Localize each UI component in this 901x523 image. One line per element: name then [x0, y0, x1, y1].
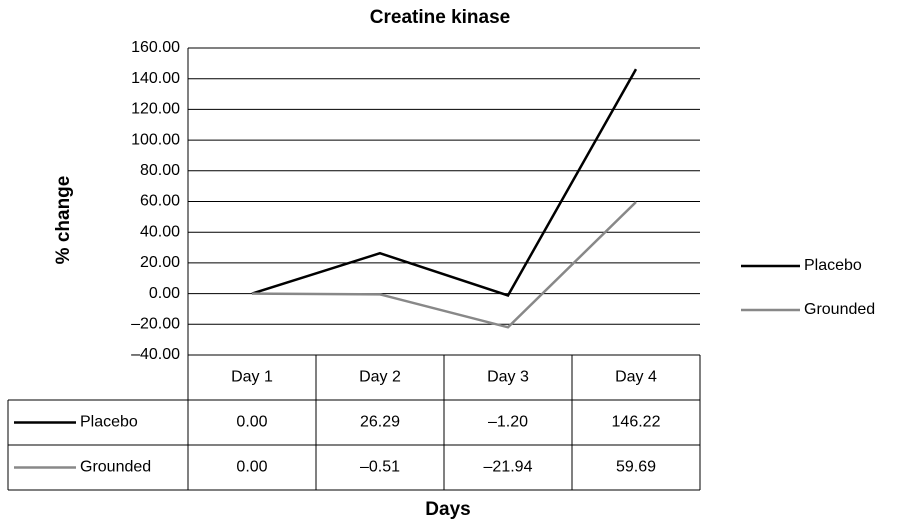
y-tick-label: 40.00 — [140, 223, 180, 240]
table-value: 59.69 — [616, 459, 656, 476]
table-value: –0.51 — [360, 459, 400, 476]
table-value: 146.22 — [612, 414, 661, 431]
table-value: 0.00 — [236, 459, 267, 476]
y-tick-label: 120.00 — [131, 101, 180, 118]
y-tick-label: 160.00 — [131, 39, 180, 56]
legend-label: Grounded — [804, 301, 875, 318]
x-tick-label: Day 1 — [231, 369, 273, 386]
table-row-label: Grounded — [80, 459, 151, 476]
table-value: –21.94 — [484, 459, 533, 476]
y-tick-label: 140.00 — [131, 70, 180, 87]
x-tick-label: Day 3 — [487, 369, 529, 386]
chart-title: Creatine kinase — [370, 7, 510, 28]
x-tick-label: Day 2 — [359, 369, 401, 386]
table-value: –1.20 — [488, 414, 528, 431]
y-tick-label: –40.00 — [131, 346, 180, 363]
x-tick-label: Day 4 — [615, 369, 657, 386]
y-tick-label: 100.00 — [131, 131, 180, 148]
series-line — [251, 68, 638, 297]
x-axis-label: Days — [425, 499, 470, 520]
y-tick-label: 60.00 — [140, 193, 180, 210]
y-tick-label: 0.00 — [149, 285, 180, 302]
y-tick-label: 20.00 — [140, 254, 180, 271]
y-tick-label: –20.00 — [131, 316, 180, 333]
y-tick-label: 80.00 — [140, 162, 180, 179]
series-line — [251, 201, 637, 329]
table-row-label: Placebo — [80, 414, 138, 431]
table-value: 26.29 — [360, 414, 400, 431]
legend-label: Placebo — [804, 257, 862, 274]
table-value: 0.00 — [236, 414, 267, 431]
y-axis-label: % change — [53, 176, 74, 265]
